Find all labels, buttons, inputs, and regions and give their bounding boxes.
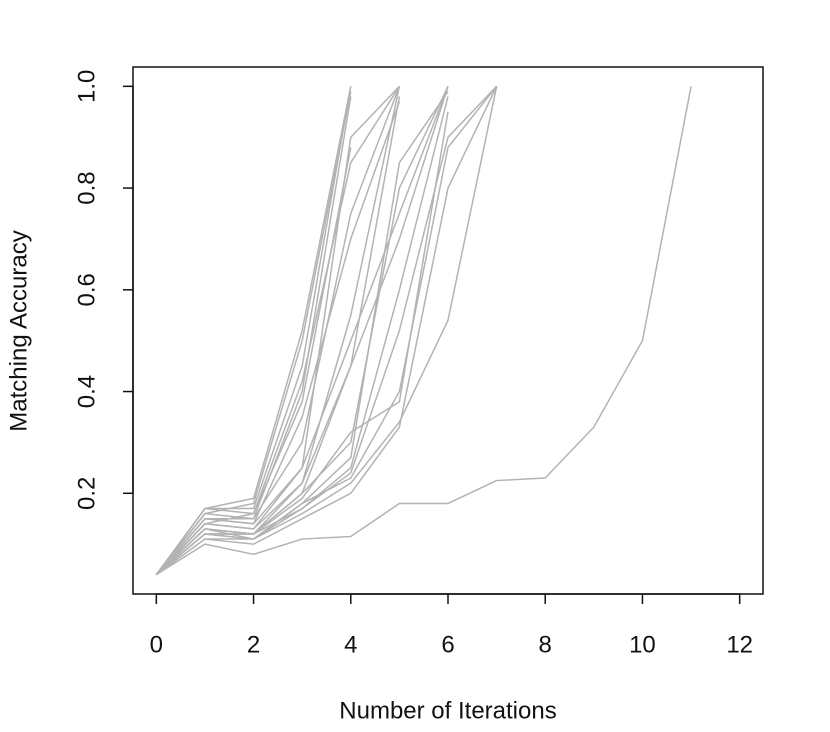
x-axis-label: Number of Iterations	[339, 697, 556, 724]
y-tick-label: 0.4	[73, 375, 100, 408]
x-tick-label: 2	[247, 631, 260, 658]
series-line	[155, 86, 401, 576]
x-tick-label: 4	[344, 631, 357, 658]
x-tick-label: 0	[150, 631, 163, 658]
series-line	[155, 86, 449, 576]
series-line	[155, 86, 401, 576]
series-line	[155, 86, 449, 576]
plot-box	[132, 66, 764, 595]
y-tick-label: 0.2	[73, 477, 100, 510]
series-line	[155, 147, 352, 576]
series-line	[155, 101, 401, 576]
series-line	[155, 85, 401, 576]
y-axis-label: Matching Accuracy	[5, 230, 32, 431]
series-line	[155, 86, 498, 576]
x-tick-label: 8	[539, 631, 552, 658]
x-tick-label: 10	[629, 631, 656, 658]
series-line	[155, 85, 498, 576]
y-tick-label: 1.0	[73, 70, 100, 103]
x-tick-label: 6	[441, 631, 454, 658]
series-line	[155, 85, 400, 576]
y-tick-label: 0.8	[73, 171, 100, 204]
series-line	[155, 86, 498, 576]
x-tick-label: 12	[726, 631, 753, 658]
y-tick-label: 0.6	[73, 273, 100, 306]
series-line	[155, 86, 692, 576]
